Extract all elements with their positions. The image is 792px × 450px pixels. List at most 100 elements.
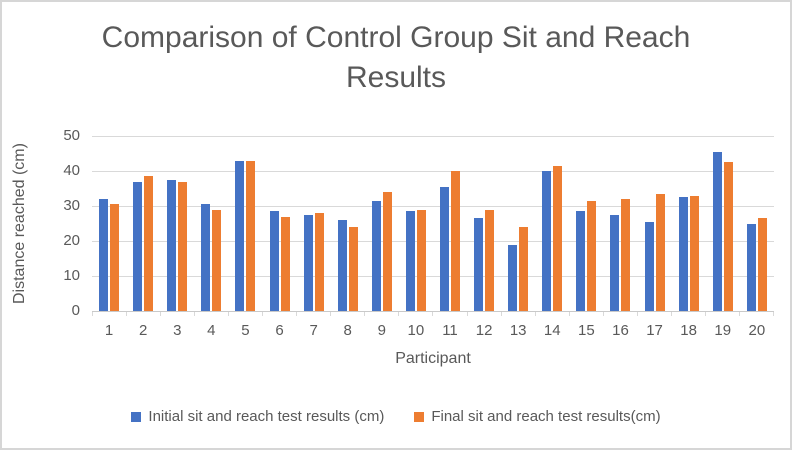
x-tick-label: 17: [646, 322, 663, 339]
x-axis-tick-mark: [127, 312, 162, 316]
x-axis-title: Participant: [395, 350, 471, 367]
x-axis-tick-mark: [706, 312, 740, 316]
y-tick-label: 40: [63, 162, 80, 179]
bar-group-14: [535, 136, 569, 311]
x-axis-tick-mark: [365, 312, 400, 316]
bar-group-12: [467, 136, 501, 311]
bar-group-17: [638, 136, 672, 311]
bar: [553, 165, 563, 311]
bar-group-20: [740, 136, 774, 311]
bar-group-13: [501, 136, 535, 311]
bar: [382, 192, 392, 311]
bar: [576, 211, 586, 311]
bar: [485, 209, 495, 311]
x-axis-tick-mark: [604, 312, 638, 316]
bar-group-3: [160, 136, 194, 311]
legend-label: Final sit and reach test results(cm): [431, 408, 661, 425]
bar: [280, 216, 290, 311]
bar: [235, 160, 245, 311]
bar-group-15: [569, 136, 603, 311]
bar: [167, 179, 177, 311]
bar: [99, 199, 109, 311]
x-axis-tick-mark: [433, 312, 468, 316]
bar: [303, 214, 313, 311]
gridline: [92, 241, 774, 242]
x-axis-tick-mark: [93, 312, 128, 316]
x-axis-tick-mark: [740, 312, 774, 316]
bar-groups: [92, 136, 774, 311]
legend-swatch-icon: [131, 411, 142, 422]
x-tick-label: 10: [407, 322, 425, 339]
y-tick-label: 0: [71, 302, 80, 319]
bar: [508, 244, 518, 311]
bar: [542, 171, 552, 311]
bar: [757, 218, 767, 311]
bar: [689, 195, 699, 311]
bar: [416, 209, 426, 311]
x-tick-label: 5: [241, 322, 250, 339]
legend-label: Initial sit and reach test results (cm): [148, 408, 385, 425]
gridline: [92, 276, 774, 277]
x-tick-label: 14: [543, 322, 561, 339]
bar: [144, 176, 154, 311]
bar: [655, 193, 665, 311]
x-tick-label: 13: [509, 322, 527, 339]
bar-group-8: [331, 136, 365, 311]
plot-area: [92, 136, 774, 312]
bar: [110, 204, 120, 311]
x-axis-tick-mark: [536, 312, 570, 316]
x-tick-label: 11: [442, 322, 458, 339]
x-axis-tick-mark: [672, 312, 706, 316]
gridline: [92, 136, 774, 137]
bar-group-5: [228, 136, 262, 311]
bar: [337, 220, 347, 311]
bar: [348, 227, 358, 311]
x-tick-label: 3: [173, 322, 182, 339]
bar: [371, 200, 381, 311]
bar-group-6: [262, 136, 296, 311]
bar-group-10: [399, 136, 433, 311]
bar: [621, 199, 631, 311]
bar-group-11: [433, 136, 467, 311]
bar: [610, 214, 620, 311]
x-tick-label: 7: [309, 322, 318, 339]
bar: [474, 218, 484, 311]
x-tick-label: 19: [714, 322, 732, 339]
bar: [269, 211, 279, 311]
x-tick-label: 8: [343, 322, 352, 339]
x-axis-tick-mark: [502, 312, 536, 316]
x-axis-tick-mark: [195, 312, 230, 316]
bar: [178, 181, 188, 311]
y-tick-label: 30: [63, 197, 80, 214]
x-tick-label: 18: [680, 322, 697, 339]
bar-group-4: [194, 136, 228, 311]
bar: [519, 227, 529, 311]
x-axis-tick-labels: 1 2 3 4 5 6 7 8 9 10 11 12 13 14 15 16 17 18 19 20: [92, 321, 774, 340]
bar: [314, 213, 324, 311]
y-axis-tick-labels: 0 10 20 30 40 50: [38, 127, 80, 319]
x-axis-tick-mark: [263, 312, 298, 316]
x-tick-label: 15: [578, 322, 595, 339]
chart-title: Comparison of Control Group Sit and Reac…: [101, 21, 691, 94]
x-axis-tick-mark: [570, 312, 604, 316]
bar: [746, 223, 756, 311]
bar-group-1: [92, 136, 126, 311]
x-axis-tick-mark: [468, 312, 502, 316]
x-axis-tick-mark: [331, 312, 366, 316]
x-tick-label: 6: [275, 322, 284, 339]
bar: [712, 151, 722, 311]
bar-group-2: [126, 136, 160, 311]
x-axis-tick-mark: [399, 312, 434, 316]
bar-group-19: [706, 136, 740, 311]
bar: [644, 221, 654, 311]
bar: [450, 171, 460, 311]
y-tick-label: 20: [63, 232, 80, 249]
x-tick-label: 12: [475, 322, 493, 339]
legend-item: Final sit and reach test results(cm): [414, 408, 661, 425]
legend: Initial sit and reach test results (cm) F…: [2, 408, 790, 425]
x-tick-label: 9: [377, 322, 386, 339]
y-tick-label: 10: [63, 267, 80, 284]
bar: [723, 162, 733, 311]
bar: [405, 211, 415, 311]
